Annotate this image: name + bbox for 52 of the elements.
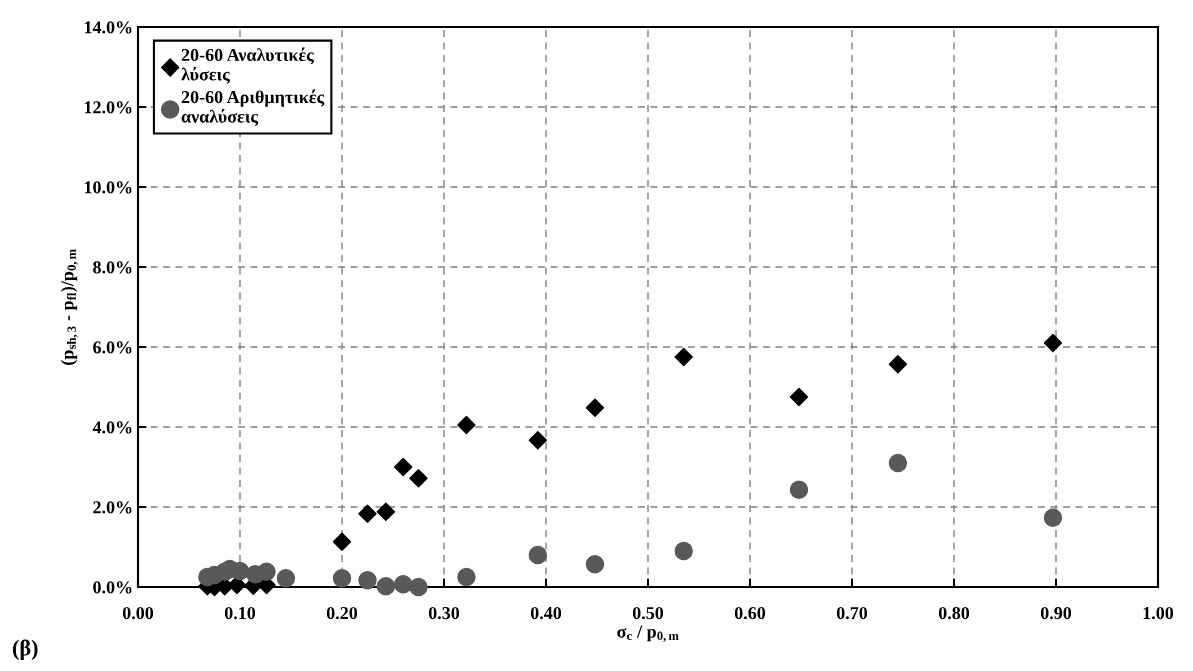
point — [528, 545, 548, 565]
x-tick-label: 0.70 — [836, 606, 868, 620]
point — [528, 430, 548, 450]
y-tick-label: 0.0% — [93, 581, 132, 594]
point — [409, 577, 428, 597]
point — [393, 574, 413, 594]
y-tick-label: 12.0% — [84, 101, 132, 114]
point — [789, 480, 809, 500]
x-tick-label: 0.20 — [326, 606, 358, 620]
y-axis-title: (p$_{sh,3}$ - p$_{fl}$)/p$_{0,m}$ — [60, 249, 78, 365]
point — [585, 398, 605, 418]
legend-label: 20-60 Αριθμητικές αναλύσεις — [181, 89, 325, 126]
point — [376, 502, 396, 522]
y-tick-label: 2.0% — [93, 501, 132, 514]
point — [332, 532, 352, 552]
point — [1043, 333, 1063, 353]
y-tick-label: 6.0% — [93, 341, 132, 354]
x-tick-label: 0.40 — [530, 606, 562, 620]
point — [674, 347, 693, 367]
x-tick-label: 1.00 — [1143, 606, 1174, 620]
x-tick-label: 0.50 — [632, 606, 664, 620]
point — [257, 562, 276, 582]
point — [457, 415, 476, 435]
point — [585, 554, 605, 574]
point — [230, 561, 250, 581]
point — [358, 570, 377, 590]
point — [227, 575, 247, 595]
point — [888, 354, 908, 374]
y-tick-label: 10.0% — [84, 181, 132, 194]
point — [457, 567, 476, 587]
x-tick-label: 0.90 — [1040, 606, 1072, 620]
legend-label: 20-60 Αναλυτικές λύσεις — [181, 47, 314, 84]
x-tick-label: 0.60 — [734, 606, 766, 620]
point — [674, 541, 693, 561]
point — [1043, 508, 1063, 528]
y-tick-label: 8.0% — [93, 261, 132, 274]
y-tick-label: 4.0% — [92, 421, 132, 434]
x-tick-label: 0.30 — [428, 606, 460, 620]
text: (β) — [12, 639, 38, 660]
point — [276, 568, 296, 588]
y-tick-label: 14.0% — [84, 21, 132, 34]
x-tick-label: 0.80 — [938, 606, 970, 620]
x-tick-label: 0.10 — [224, 606, 256, 620]
x-tick-label: 0.00 — [122, 606, 154, 620]
x-axis-title: σ$_{c}$ / p$_{0,m}$ — [617, 625, 679, 642]
point — [376, 576, 396, 596]
point — [393, 457, 413, 477]
point — [409, 468, 428, 488]
point — [789, 387, 809, 407]
point — [888, 453, 908, 473]
point — [332, 568, 352, 588]
point — [358, 504, 377, 524]
